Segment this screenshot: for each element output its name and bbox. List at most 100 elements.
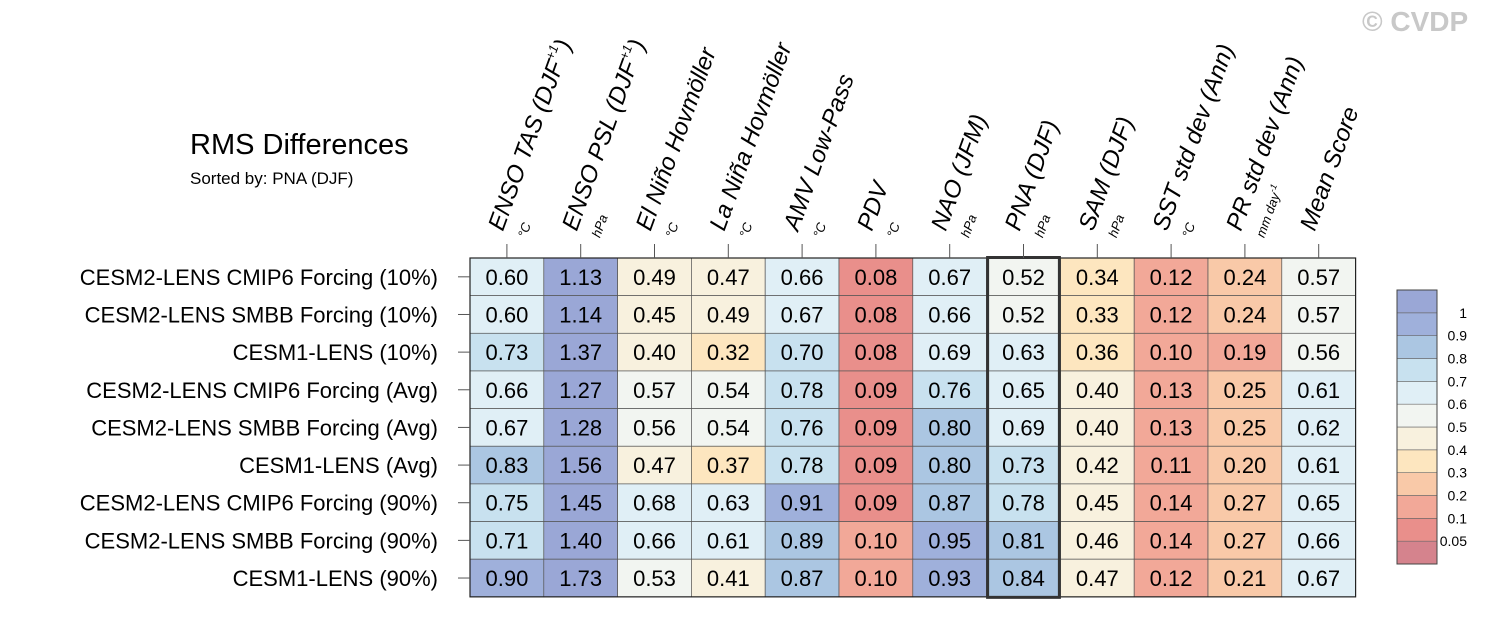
heatmap-cell — [1133, 370, 1209, 409]
cell-value-label: 0.13 — [1150, 415, 1193, 440]
colorbar-swatch — [1396, 449, 1438, 473]
colorbar-swatch — [1396, 518, 1438, 542]
cell-value-label: 0.49 — [633, 265, 676, 290]
colorbar-swatch — [1396, 540, 1438, 565]
cell-value-label: 1.45 — [559, 491, 602, 516]
row-label: CESM2-LENS CMIP6 Forcing (10%) — [80, 265, 438, 290]
cell-value-label: 0.19 — [1223, 340, 1266, 365]
cell-value-label: 0.34 — [1076, 265, 1119, 290]
heatmap-cell — [469, 332, 545, 372]
cell-value-label: 0.60 — [485, 265, 528, 290]
cell-value-label: 0.12 — [1150, 566, 1193, 591]
cell-value-label: 0.10 — [854, 566, 897, 591]
cell-value-label: 0.66 — [1297, 528, 1340, 553]
cell-value-label: 0.67 — [781, 302, 824, 327]
column-unit: °C — [884, 220, 903, 239]
heatmap-cell — [912, 295, 987, 334]
cell-value-label: 0.67 — [1297, 566, 1340, 591]
cell-value-label: 0.63 — [707, 491, 750, 516]
cell-value-label: 1.27 — [559, 378, 602, 403]
cell-value-label: 1.40 — [559, 528, 602, 553]
cell-value-label: 0.57 — [633, 378, 676, 403]
column-label-text: Mean Score — [1295, 103, 1365, 234]
cell-value-label: 0.10 — [1150, 340, 1193, 365]
column-label: La Niña Hovmöller — [705, 38, 798, 234]
heatmap-cell — [617, 370, 692, 409]
chart-title: RMS Differences — [190, 129, 409, 161]
heatmap-cell — [1281, 257, 1356, 297]
cell-value-label: 0.62 — [1297, 415, 1340, 440]
heatmap-cell — [838, 445, 914, 485]
heatmap-cell — [764, 370, 840, 409]
heatmap-cell — [986, 445, 1061, 485]
cell-value-label: 0.10 — [854, 528, 897, 553]
column-label: ENSO PSL (DJF+1) — [555, 35, 651, 234]
heatmap-cell — [764, 408, 840, 447]
cell-value-label: 0.70 — [781, 340, 824, 365]
chart-subtitle: Sorted by: PNA (DJF) — [190, 169, 354, 188]
column-unit-text: hPa — [589, 212, 611, 239]
cell-value-label: 0.45 — [1076, 491, 1119, 516]
column-label-text: PNA (DJF) — [1000, 117, 1065, 234]
cell-value-label: 0.27 — [1223, 528, 1266, 553]
cell-value-label: 0.83 — [485, 453, 528, 478]
heatmap-cell — [543, 558, 618, 598]
cell-value-label: 0.95 — [928, 528, 971, 553]
heatmap-cell — [1281, 558, 1356, 598]
cell-value-label: 0.73 — [485, 340, 528, 365]
heatmap-cell — [1207, 370, 1283, 409]
cell-value-label: 0.37 — [707, 453, 750, 478]
row-label: CESM2-LENS CMIP6 Forcing (90%) — [80, 491, 438, 516]
colorbar-tick-label: 0.6 — [1448, 396, 1468, 412]
heatmap-cell — [838, 483, 914, 522]
cell-value-label: 0.63 — [1002, 340, 1045, 365]
column-label: El Niño Hovmöller — [631, 43, 722, 234]
cell-value-label: 0.84 — [1002, 566, 1045, 591]
row-label: CESM2-LENS SMBB Forcing (90%) — [85, 528, 438, 553]
column-label: NAO (JFM) — [926, 111, 993, 234]
column-header: PDV°C — [852, 177, 903, 240]
column-label: SST std dev (Ann) — [1147, 41, 1239, 234]
cell-value-label: 0.11 — [1151, 453, 1192, 478]
heatmap-cell — [838, 370, 914, 409]
heatmap-cell — [469, 408, 545, 447]
heatmap-cell — [1133, 483, 1209, 522]
cell-value-label: 0.66 — [781, 265, 824, 290]
heatmap-cell — [691, 332, 766, 372]
cell-value-label: 0.66 — [633, 528, 676, 553]
colorbar-swatch — [1396, 495, 1438, 519]
cell-value-label: 0.14 — [1150, 528, 1193, 553]
cell-value-label: 0.47 — [707, 265, 750, 290]
column-unit-text: °C — [810, 220, 829, 239]
title-block: RMS Differences Sorted by: PNA (DJF) — [190, 128, 409, 190]
column-label-text: SAM (DJF) — [1074, 113, 1140, 234]
cell-value-label: 0.46 — [1076, 528, 1119, 553]
heatmap-cell — [617, 332, 692, 372]
cell-value-label: 0.21 — [1223, 566, 1266, 591]
column-unit: °C — [515, 220, 534, 239]
cell-value-label: 0.47 — [1076, 566, 1119, 591]
cell-value-label: 0.80 — [928, 415, 971, 440]
column-label-text: ENSO TAS (DJF — [483, 56, 570, 234]
column-label-text: ENSO PSL (DJF — [557, 56, 644, 234]
heatmap-cell — [986, 257, 1061, 297]
column-unit: °C — [662, 220, 681, 239]
colorbar-tick-label: 0.3 — [1448, 465, 1468, 481]
heatmap-cell — [1060, 521, 1135, 560]
cell-value-label: 0.40 — [1076, 378, 1119, 403]
cell-value-label: 0.56 — [633, 415, 676, 440]
cell-value-label: 0.13 — [1150, 378, 1193, 403]
heatmap-cell — [1133, 445, 1209, 485]
cell-value-label: 0.78 — [781, 453, 824, 478]
cell-value-label: 0.57 — [1297, 302, 1340, 327]
cell-value-label: 0.61 — [1297, 378, 1340, 403]
cell-value-label: 0.09 — [854, 378, 897, 403]
cell-value-label: 0.24 — [1223, 265, 1266, 290]
column-label: PNA (DJF) — [1000, 117, 1065, 234]
colorbar-tick-label: 0.8 — [1448, 351, 1468, 367]
cell-value-label: 1.28 — [559, 415, 602, 440]
heatmap-cell — [838, 295, 914, 334]
heatmap-cell — [543, 445, 618, 485]
heatmap-cell — [764, 521, 840, 560]
colorbar-swatch — [1396, 312, 1438, 336]
